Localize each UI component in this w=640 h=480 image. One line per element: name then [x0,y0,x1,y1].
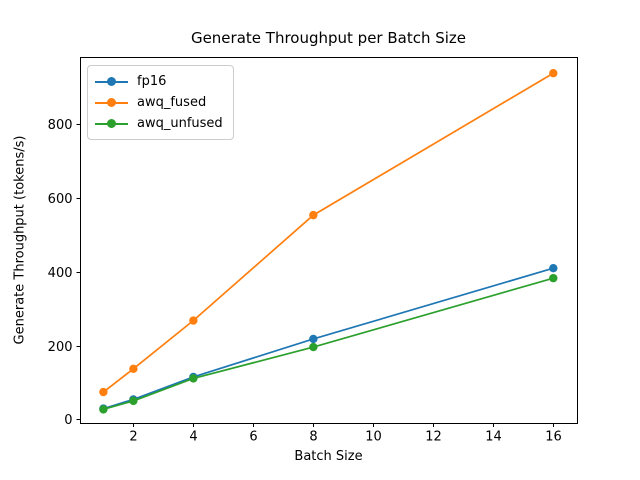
legend: fp16 awq_fused awq_unfused [87,65,234,140]
legend-item-fp16: fp16 [95,71,223,92]
x-tick-label: 12 [425,430,442,445]
legend-swatch-dot [107,119,116,128]
y-tick-label: 200 [48,340,73,355]
x-tick-label: 10 [365,430,382,445]
marker-awq_fused-x4 [189,316,198,325]
x-tick-label: 14 [485,430,502,445]
x-tick-label: 16 [545,430,562,445]
marker-awq_fused-x2 [129,364,138,374]
legend-line-marker-swatch [95,119,128,129]
legend-label: awq_fused [137,95,207,110]
legend-line-marker-swatch [95,77,128,87]
legend-swatch-dot [107,98,116,107]
marker-fp16-x16 [549,263,558,273]
y-tick-label: 400 [48,266,73,281]
marker-awq_unfused-x4 [189,374,198,383]
marker-awq_unfused-x16 [549,273,558,283]
x-tick-label: 2 [129,430,137,445]
y-tick-label: 800 [48,118,73,133]
legend-item-awq_fused: awq_fused [95,92,223,113]
legend-line-marker-swatch [95,98,128,108]
legend-item-awq_unfused: awq_unfused [95,113,223,134]
x-tick-label: 4 [189,430,197,445]
legend-label: awq_unfused [137,116,223,131]
marker-awq_unfused-x2 [129,396,138,406]
marker-awq_fused-x1 [99,387,108,397]
y-tick-label: 600 [48,192,73,207]
x-tick-label: 8 [309,430,317,445]
axes-spines [80,57,578,424]
y-tick-label: 0 [64,413,72,428]
marker-fp16-x8 [309,334,318,344]
series-line-awq_unfused [102,277,555,411]
marker-awq_unfused-x1 [99,405,108,414]
legend-swatch-dot [107,77,116,86]
marker-awq_fused-x8 [309,210,318,220]
marker-awq_fused-x16 [549,69,558,78]
x-tick-label: 6 [249,430,257,445]
x-axis-label: Batch Size [294,449,363,464]
marker-awq_unfused-x8 [309,342,318,352]
chart-title: Generate Throughput per Batch Size [190,29,467,47]
legend-label: fp16 [137,74,167,89]
